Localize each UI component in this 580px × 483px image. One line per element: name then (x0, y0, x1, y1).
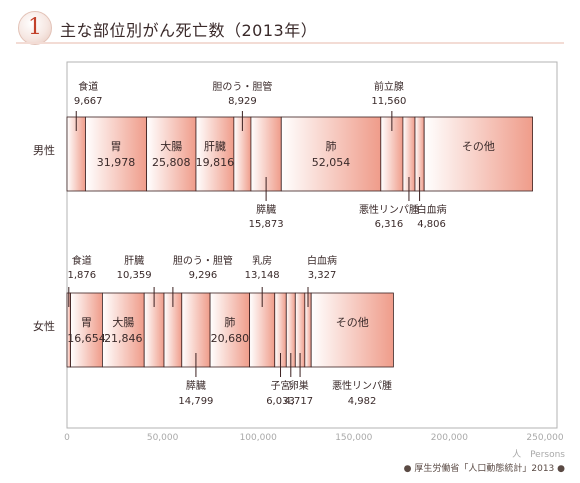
callout-value-label: 15,873 (249, 219, 284, 230)
callout-label: 悪性リンパ腫 (332, 379, 392, 392)
chart-number-badge: 1 (18, 11, 52, 45)
bar-segment (102, 292, 145, 368)
x-tick-label: 200,000 (431, 433, 468, 443)
segment-label: 肝臓 (204, 140, 226, 153)
segment-value-label: 20,680 (211, 332, 250, 345)
chart-number: 1 (28, 15, 42, 40)
x-tick-label: 0 (64, 433, 70, 443)
bar-segment (85, 116, 148, 192)
callout-value-label: 13,148 (245, 270, 280, 281)
callout-label: 肝臓 (124, 255, 144, 267)
callout-value-label: 6,316 (375, 219, 404, 230)
x-tick-label: 100,000 (240, 433, 277, 443)
x-tick-label: 50,000 (147, 433, 179, 443)
bar-segment (209, 292, 251, 368)
callout-value-label: 4,982 (348, 396, 377, 407)
callout-label: 膵臓 (186, 380, 206, 392)
callout-label: 胆のう・胆管 (173, 254, 233, 267)
callout-value-label: 4,806 (417, 219, 446, 230)
callout-label: 乳房 (252, 254, 272, 267)
segment-label: 胃 (111, 140, 122, 153)
x-tick-label: 150,000 (335, 433, 372, 443)
callout-label: 胆のう・胆管 (212, 80, 272, 93)
callout-value-label: 3,327 (308, 270, 337, 281)
callout-value-label: 1,876 (67, 270, 96, 281)
plot-frame (66, 61, 558, 429)
callout-label: 膵臓 (256, 204, 276, 216)
chart-title: 主な部位別がん死亡数（2013年） (60, 21, 318, 40)
callout-value-label: 6,033 (266, 396, 295, 407)
callout-label: 食道 (72, 254, 92, 267)
row-label: 女性 (33, 319, 55, 333)
callout-label: 白血病 (307, 254, 337, 267)
callout-value-label: 9,296 (189, 270, 218, 281)
callout-value-label: 4,717 (284, 396, 313, 407)
row-label: 男性 (33, 143, 55, 157)
bar-segment (146, 116, 197, 192)
segment-label: 大腸 (160, 139, 182, 153)
source-note: ● 厚生労働省「人口動態統計」2013 ● (404, 462, 565, 474)
callout-value-label: 10,359 (117, 270, 152, 281)
callout-label: 悪性リンパ腫 (359, 203, 419, 216)
callout-label: 子宮 (271, 379, 291, 392)
segment-label: その他 (462, 140, 495, 153)
callout-label: 前立腺 (374, 80, 404, 93)
bar-segment (195, 116, 235, 192)
callout-value-label: 11,560 (371, 96, 406, 107)
callout-value-label: 9,667 (74, 96, 103, 107)
header-underline (16, 42, 564, 44)
segment-label: 大腸 (112, 315, 134, 329)
segment-value-label: 31,978 (97, 156, 136, 169)
segment-label: その他 (336, 316, 369, 329)
bar-segment (70, 292, 103, 368)
callout-value-label: 8,929 (228, 96, 257, 107)
segment-label: 肺 (224, 316, 235, 329)
segment-value-label: 21,846 (104, 332, 143, 345)
callout-label: 白血病 (417, 203, 447, 216)
segment-label: 肺 (326, 140, 337, 153)
bar-segment (310, 292, 394, 368)
callout-label: 卵巣 (289, 379, 309, 392)
x-tick-label: 250,000 (526, 433, 563, 443)
callout-label: 食道 (78, 80, 98, 93)
bar-segment (423, 116, 533, 192)
segment-value-label: 25,808 (152, 156, 191, 169)
segment-value-label: 52,054 (312, 156, 351, 169)
callout-value-label: 14,799 (178, 396, 213, 407)
segment-value-label: 16,654 (67, 332, 106, 345)
x-unit-label: 人 Persons (512, 449, 565, 460)
segment-value-label: 19,816 (196, 156, 235, 169)
segment-label: 胃 (81, 316, 92, 329)
bar-segment (280, 116, 382, 192)
chart-header: 1 主な部位別がん死亡数（2013年） (0, 0, 580, 50)
